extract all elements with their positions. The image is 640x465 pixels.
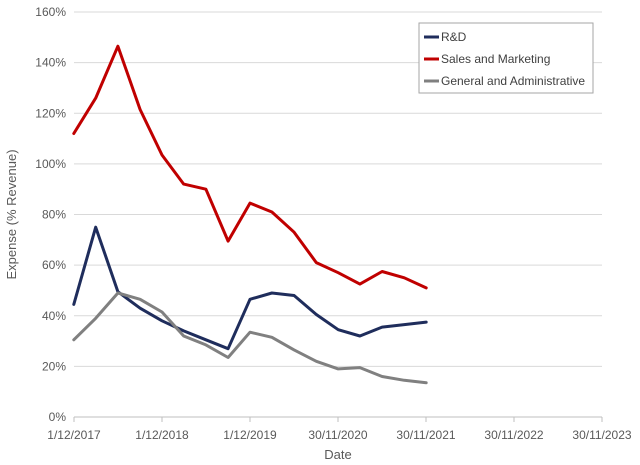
- y-tick-label: 40%: [42, 309, 66, 323]
- series-line-1: [72, 225, 428, 351]
- gridlines: [74, 11, 602, 367]
- series-lines: [72, 44, 428, 385]
- legend-box: [418, 22, 594, 94]
- y-tick-label: 120%: [35, 106, 66, 120]
- series-line-3: [72, 291, 428, 385]
- x-tick-label: 30/11/2020: [308, 428, 367, 442]
- y-tick-label: 0%: [49, 410, 67, 424]
- legend-label: R&D: [441, 30, 467, 44]
- y-tick-label: 140%: [35, 56, 66, 70]
- y-axis-ticks: 0% 20% 40% 60% 80% 100% 120% 140% 160%: [35, 5, 66, 424]
- legend: R&D Sales and Marketing General and Admini…: [418, 22, 594, 94]
- x-axis-ticks: 1/12/2017 1/12/2018 1/12/2019 30/11/2020 30/…: [47, 417, 632, 442]
- legend-label: Sales and Marketing: [441, 52, 550, 66]
- y-tick-label: 20%: [42, 359, 66, 373]
- x-tick-label: 1/12/2018: [135, 428, 189, 442]
- legend-label: General and Administrative: [441, 74, 585, 88]
- x-tick-label: 1/12/2019: [223, 428, 277, 442]
- y-tick-label: 160%: [35, 5, 66, 19]
- y-tick-label: 100%: [35, 157, 66, 171]
- x-tick-label: 30/11/2022: [484, 428, 543, 442]
- series-line-2: [72, 44, 428, 290]
- x-axis-title: Date: [324, 447, 351, 462]
- y-tick-label: 80%: [42, 208, 66, 222]
- x-tick-label: 30/11/2021: [396, 428, 455, 442]
- y-axis-title: Expense (% Revenue): [4, 149, 19, 279]
- x-tick-label: 1/12/2017: [47, 428, 101, 442]
- y-tick-label: 60%: [42, 258, 66, 272]
- x-tick-label: 30/11/2023: [572, 428, 631, 442]
